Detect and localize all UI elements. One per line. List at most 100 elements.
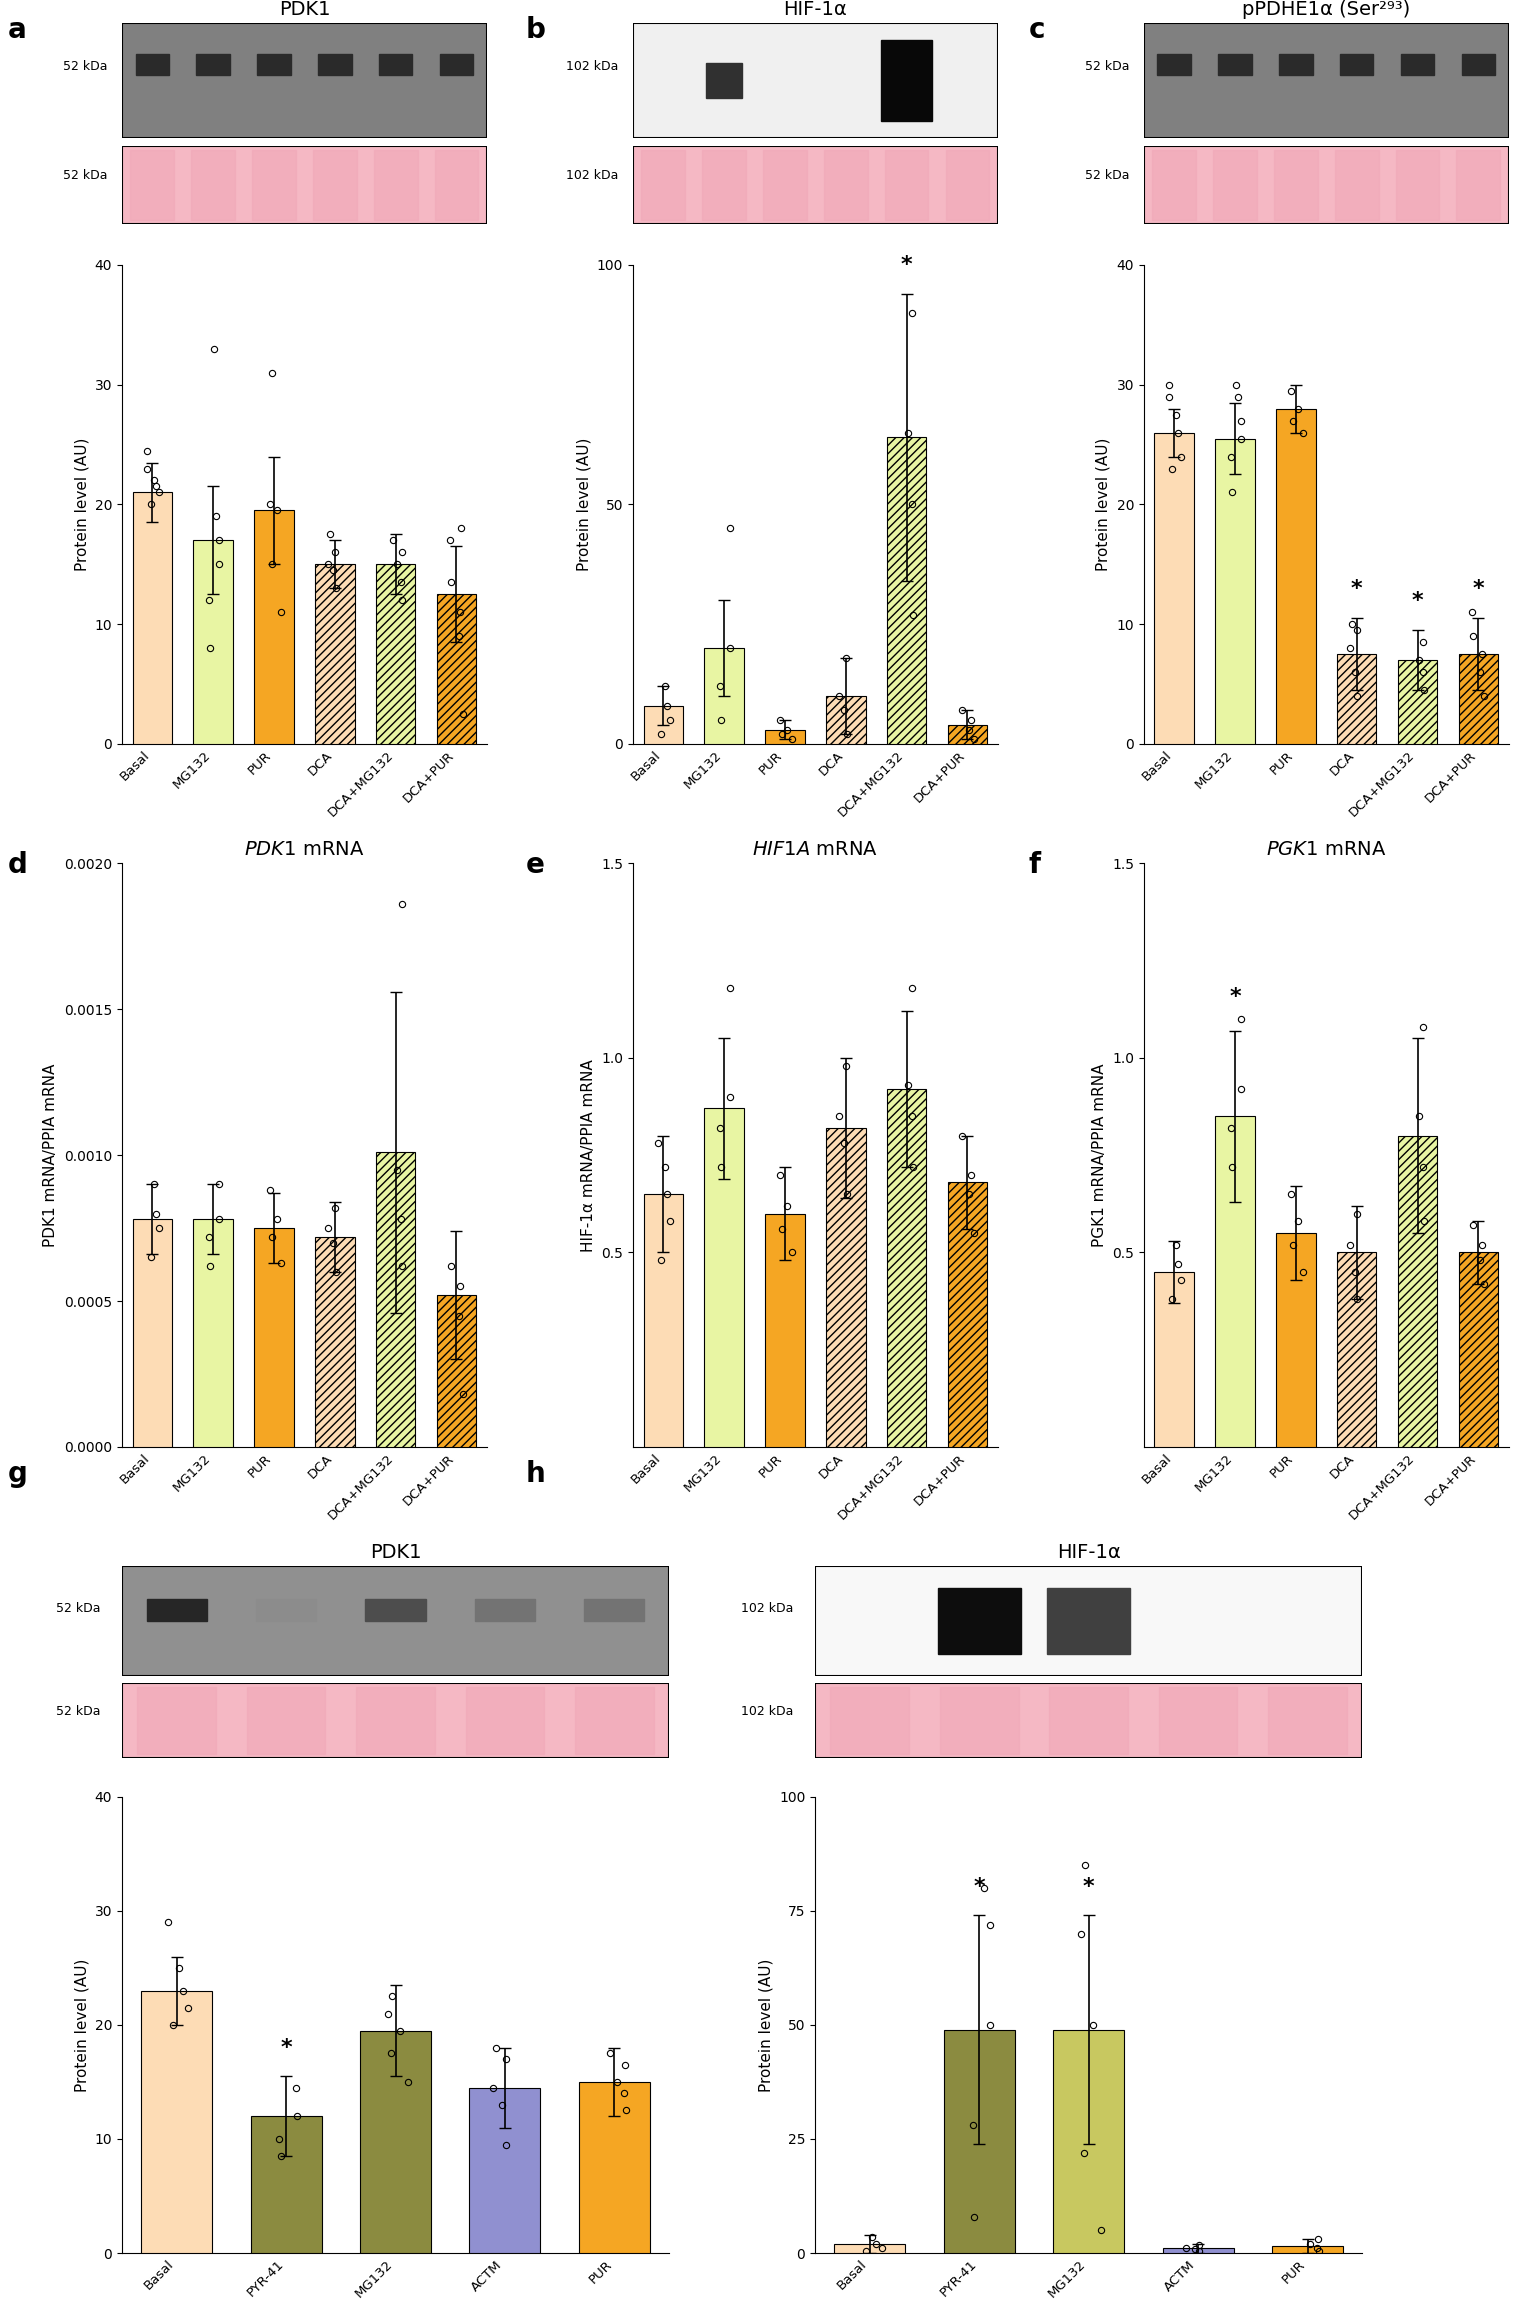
Bar <box>440 55 472 76</box>
Text: 52 kDa: 52 kDa <box>62 60 107 74</box>
Text: *: * <box>1230 986 1241 1007</box>
Bar <box>250 2115 322 2253</box>
Bar <box>137 1687 216 1754</box>
Bar <box>1401 55 1434 76</box>
Bar <box>1152 149 1196 221</box>
Bar <box>1337 1253 1376 1446</box>
Bar <box>376 1152 416 1446</box>
Y-axis label: Protein level (AU): Protein level (AU) <box>75 1959 88 2092</box>
Text: 52 kDa: 52 kDa <box>62 170 107 182</box>
Bar <box>258 55 291 76</box>
Bar <box>1218 55 1251 76</box>
Bar <box>469 2087 541 2253</box>
Text: h: h <box>526 1460 546 1487</box>
Bar <box>255 510 294 745</box>
Bar <box>1279 55 1312 76</box>
Text: *: * <box>1084 1878 1094 1897</box>
Bar <box>1335 149 1379 221</box>
Bar <box>373 149 418 221</box>
Bar <box>475 1600 535 1621</box>
Bar <box>142 1991 212 2253</box>
Bar <box>465 1687 544 1754</box>
Bar <box>706 64 742 99</box>
Bar <box>765 729 805 745</box>
Bar <box>579 2083 649 2253</box>
Bar <box>1155 1271 1193 1446</box>
Bar <box>379 55 413 76</box>
Bar <box>1458 655 1498 745</box>
Bar <box>192 149 235 221</box>
Bar <box>1155 432 1193 745</box>
Bar <box>256 1600 315 1621</box>
Bar <box>319 55 352 76</box>
Bar <box>376 563 416 745</box>
Bar <box>194 540 233 745</box>
Bar <box>1158 1687 1237 1754</box>
Bar <box>940 1687 1018 1754</box>
Bar <box>146 1600 207 1621</box>
Bar <box>703 149 747 221</box>
Bar <box>887 1090 927 1446</box>
Title: PDK1: PDK1 <box>279 0 331 18</box>
Bar <box>885 149 928 221</box>
Bar <box>1047 1589 1131 1653</box>
Title: PDK1: PDK1 <box>370 1543 421 1561</box>
Bar <box>1340 55 1373 76</box>
Text: 52 kDa: 52 kDa <box>1085 60 1129 74</box>
Bar <box>133 1218 172 1446</box>
Bar <box>247 1687 326 1754</box>
Bar <box>1268 1687 1347 1754</box>
Text: *: * <box>280 2037 293 2058</box>
Bar <box>1215 1117 1254 1446</box>
Bar <box>197 55 230 76</box>
Text: 102 kDa: 102 kDa <box>565 170 619 182</box>
Bar <box>943 2030 1015 2253</box>
Title: HIF-1α: HIF-1α <box>1056 1543 1120 1561</box>
Y-axis label: Protein level (AU): Protein level (AU) <box>576 437 591 570</box>
Bar <box>834 2244 905 2253</box>
Bar <box>831 1687 910 1754</box>
Y-axis label: PGK1 mRNA/PPIA mRNA: PGK1 mRNA/PPIA mRNA <box>1091 1064 1106 1246</box>
Bar <box>948 724 988 745</box>
Bar <box>704 648 744 745</box>
Bar <box>1462 55 1495 76</box>
Bar <box>133 492 172 745</box>
Bar <box>575 1687 654 1754</box>
Text: 102 kDa: 102 kDa <box>741 1602 792 1614</box>
Bar <box>937 1589 1021 1653</box>
Bar <box>1053 2030 1125 2253</box>
Bar <box>1274 149 1318 221</box>
Text: d: d <box>8 851 27 878</box>
Bar <box>1215 439 1254 745</box>
Bar <box>1163 2248 1233 2253</box>
Bar <box>1337 655 1376 745</box>
Bar <box>1457 149 1500 221</box>
Bar <box>642 149 686 221</box>
Bar <box>1398 1136 1437 1446</box>
Bar <box>255 1228 294 1446</box>
Text: b: b <box>526 16 546 44</box>
Bar <box>945 149 989 221</box>
Bar <box>437 593 475 745</box>
Y-axis label: Protein level (AU): Protein level (AU) <box>759 1959 773 2092</box>
Bar <box>194 1218 233 1446</box>
Bar <box>1049 1687 1128 1754</box>
Bar <box>887 437 927 745</box>
Bar <box>824 149 867 221</box>
Text: 52 kDa: 52 kDa <box>55 1602 101 1614</box>
Y-axis label: PDK1 mRNA/PPIA mRNA: PDK1 mRNA/PPIA mRNA <box>43 1064 58 1246</box>
Bar <box>881 41 933 122</box>
Text: 102 kDa: 102 kDa <box>565 60 619 74</box>
Bar <box>136 55 169 76</box>
Bar <box>437 1294 475 1446</box>
Bar <box>643 1193 683 1446</box>
Bar <box>1213 149 1257 221</box>
Bar <box>764 149 806 221</box>
Bar <box>315 1237 355 1446</box>
Bar <box>434 149 479 221</box>
Bar <box>1396 149 1440 221</box>
Title: HIF-1α: HIF-1α <box>783 0 847 18</box>
Bar <box>1276 1232 1315 1446</box>
Bar <box>1276 409 1315 745</box>
Bar <box>643 706 683 745</box>
